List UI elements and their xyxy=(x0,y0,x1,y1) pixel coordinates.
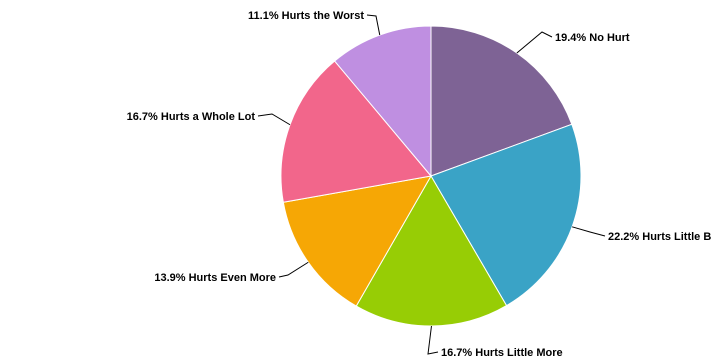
label-leader-lines xyxy=(257,14,606,355)
pie-slice-hurts-even-more xyxy=(282,175,432,307)
pie-slices xyxy=(280,25,582,327)
leader-line-hurts-little-bit xyxy=(571,226,606,237)
slice-label-hurts-little-more: 16.7% Hurts Little More xyxy=(441,347,563,359)
slice-label-hurts-a-whole-lot: 16.7% Hurts a Whole Lot xyxy=(127,111,256,123)
slice-label-hurts-little-bit: 22.2% Hurts Little Bit xyxy=(608,231,712,243)
leader-line-hurts-little-more xyxy=(427,325,439,355)
leader-line-no-hurt xyxy=(516,31,553,54)
slice-label-no-hurt: 19.4% No Hurt xyxy=(555,32,630,44)
leader-line-hurts-even-more xyxy=(278,261,309,278)
pie-slice-hurts-the-worst xyxy=(333,25,432,178)
leader-line-hurts-the-worst xyxy=(366,14,381,36)
leader-line-hurts-a-whole-lot xyxy=(257,113,291,126)
pie-slice-hurts-little-bit xyxy=(430,123,582,307)
pie-slice-hurts-a-whole-lot xyxy=(280,60,432,203)
slice-labels: 19.4% No Hurt 22.2% Hurts Little Bit 16.7%… xyxy=(127,10,712,359)
slice-label-hurts-the-worst: 11.1% Hurts the Worst xyxy=(248,10,364,22)
slice-label-hurts-even-more: 13.9% Hurts Even More xyxy=(154,272,276,284)
pie-slice-hurts-little-more xyxy=(355,175,508,327)
